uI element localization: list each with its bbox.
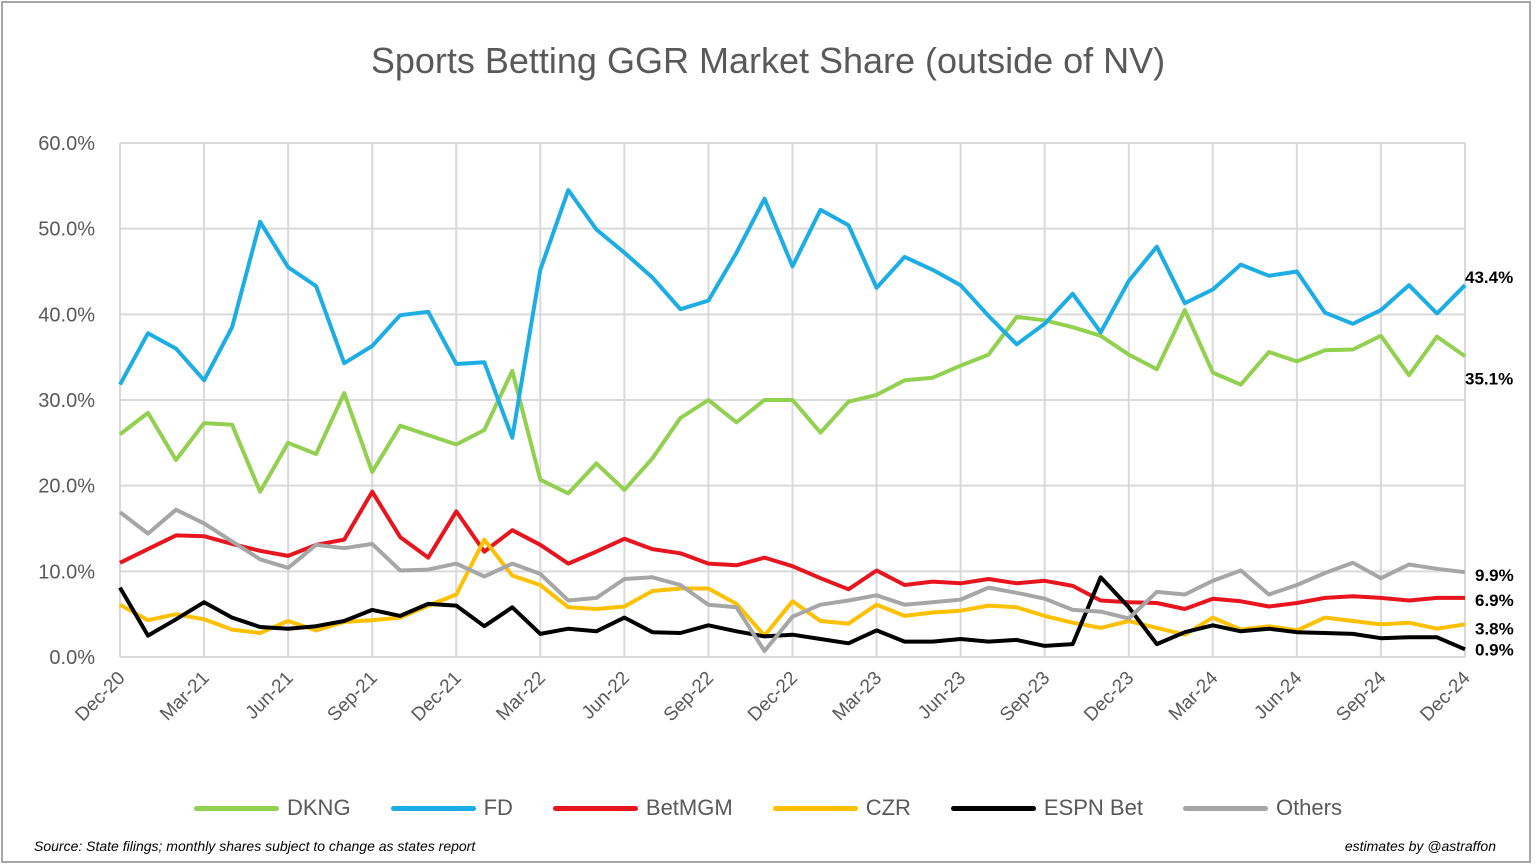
end-label: 3.8% [1475, 619, 1514, 638]
y-tick-label: 0.0% [49, 647, 95, 669]
legend-swatch [390, 805, 476, 811]
legend-label: CZR [865, 795, 911, 820]
x-tick-label: Mar-23 [829, 668, 886, 725]
x-tick-label: Dec-22 [744, 668, 802, 726]
x-tick-label: Mar-21 [156, 668, 213, 725]
y-tick-label: 30.0% [38, 390, 95, 412]
x-tick-label: Dec-24 [1416, 667, 1474, 725]
end-label: 35.1% [1465, 369, 1513, 388]
end-label: 0.9% [1475, 640, 1514, 659]
x-tick-label: Mar-24 [1165, 667, 1223, 725]
legend-item: FD [390, 795, 513, 821]
y-tick-label: 20.0% [38, 476, 95, 498]
legend-label: Others [1275, 795, 1342, 820]
y-tick-label: 60.0% [38, 133, 95, 155]
source-note: Source: State filings; monthly shares su… [34, 838, 476, 854]
y-tick-label: 10.0% [38, 561, 95, 583]
legend-swatch [194, 805, 279, 811]
x-tick-label: Sep-24 [1332, 667, 1390, 725]
legend-label: BetMGM [645, 795, 733, 820]
end-value-labels: 43.4% 35.1% 9.9% 6.9% 3.8% 0.9% [1465, 268, 1514, 659]
x-tick-label: Mar-22 [492, 668, 549, 725]
legend-item: ESPN Bet [950, 795, 1143, 821]
legend-label: DKNG [287, 795, 351, 820]
end-label: 43.4% [1465, 268, 1513, 287]
series-line-others [118, 507, 1466, 653]
series-line-espn-bet [118, 575, 1466, 652]
x-axis-labels: Dec-20 Mar-21 Jun-21 Sep-21 Dec-21 Mar-22 Jun-… [71, 667, 1474, 725]
x-tick-label: Dec-21 [408, 668, 466, 726]
legend-item: Others [1182, 795, 1342, 821]
y-axis-labels: 0.0% 10.0% 20.0% 30.0% 40.0% 50.0% 60.0% [38, 133, 95, 669]
legend-item: CZR [772, 795, 911, 821]
end-label: 9.9% [1475, 566, 1514, 585]
end-label: 6.9% [1475, 591, 1514, 610]
x-tick-label: Jun-24 [1250, 667, 1306, 723]
y-tick-label: 40.0% [38, 304, 95, 326]
series-line-dkng [118, 308, 1467, 496]
y-tick-label: 50.0% [38, 219, 95, 241]
x-tick-label: Sep-21 [324, 668, 382, 726]
legend-swatch [772, 805, 858, 811]
legend-label: ESPN Bet [1043, 795, 1143, 820]
credit-note: estimates by @astraffon [1344, 838, 1496, 854]
chart-title: Sports Betting GGR Market Share (outside… [370, 40, 1166, 81]
chart-legend: DKNG FD BetMGM CZR ESPN Bet Others [0, 795, 1536, 821]
x-tick-label: Dec-23 [1080, 668, 1138, 726]
legend-item: DKNG [194, 795, 351, 821]
legend-label: FD [483, 795, 513, 820]
x-tick-label: Sep-23 [996, 668, 1054, 726]
series-line-betmgm [119, 489, 1465, 611]
series-line-fd [118, 188, 1467, 440]
x-tick-label: Dec-20 [71, 668, 129, 726]
legend-item: BetMGM [552, 795, 733, 821]
legend-swatch [552, 805, 638, 811]
gridlines [119, 142, 1466, 658]
x-tick-label: Jun-22 [578, 668, 634, 724]
x-tick-label: Sep-22 [660, 668, 718, 726]
legend-swatch [950, 805, 1036, 811]
legend-swatch [1182, 805, 1268, 811]
x-tick-label: Jun-23 [914, 668, 970, 724]
data-lines [118, 188, 1467, 653]
x-tick-label: Jun-21 [242, 668, 298, 724]
